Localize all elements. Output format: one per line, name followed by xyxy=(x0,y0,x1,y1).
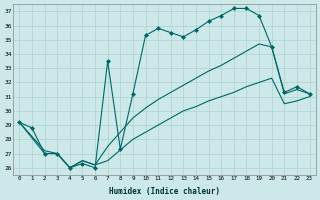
X-axis label: Humidex (Indice chaleur): Humidex (Indice chaleur) xyxy=(109,187,220,196)
